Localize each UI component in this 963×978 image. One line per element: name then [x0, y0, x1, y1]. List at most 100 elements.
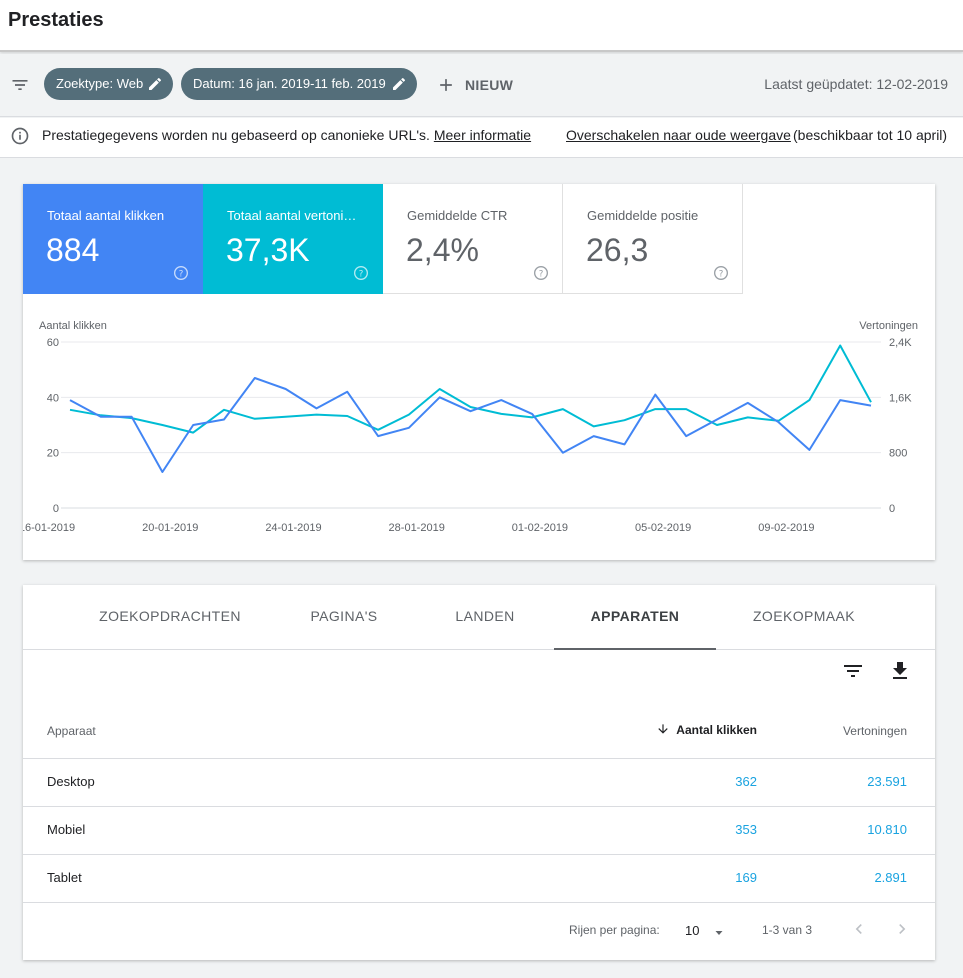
- tab-search-appearance[interactable]: ZOEKOPMAAK: [752, 608, 856, 624]
- prev-page-icon[interactable]: [849, 919, 869, 939]
- sort-down-icon: [658, 724, 668, 734]
- dropdown-caret-icon: [715, 931, 723, 935]
- tab-devices[interactable]: APPARATEN: [554, 585, 716, 650]
- svg-text:?: ?: [539, 269, 544, 279]
- clicks-cell: 169: [735, 870, 757, 885]
- next-page-icon[interactable]: [892, 919, 912, 939]
- performance-card: Totaal aantal klikken 884 ? Totaal aanta…: [23, 184, 935, 560]
- metric-label: Totaal aantal vertoningen: [227, 208, 361, 223]
- svg-text:?: ?: [359, 269, 364, 279]
- metric-value: 26,3: [586, 232, 649, 268]
- edit-icon[interactable]: [391, 76, 407, 92]
- tab-bar: ZOEKOPDRACHTEN PAGINA'S LANDEN APPARATEN…: [23, 585, 935, 650]
- chart-y2-ticks: 0 800 1,6K 2,4K: [889, 337, 912, 515]
- x-tick-label: 28-01-2019: [389, 522, 445, 534]
- x-tick-label: 05-02-2019: [635, 522, 691, 534]
- rows-per-page-value: 10: [685, 923, 700, 938]
- plus-icon: [440, 79, 452, 91]
- column-clicks[interactable]: Aantal klikken: [658, 723, 757, 737]
- last-updated: Laatst geüpdatet: 12-02-2019: [764, 76, 948, 92]
- chart-grid: [61, 341, 881, 509]
- performance-chart[interactable]: 0 20 40 60 0 800 1,6K 2,4K 16-01-2019 20-01-201…: [23, 304, 935, 544]
- download-icon[interactable]: [888, 659, 912, 683]
- date-chip-label: Datum: 16 jan. 2019-11 feb. 2019: [193, 76, 386, 91]
- new-filter-label: NIEUW: [465, 77, 514, 93]
- tab-pages[interactable]: PAGINA'S: [310, 608, 378, 624]
- table-row[interactable]: Tablet 169 2.891: [23, 855, 935, 903]
- chart-y-ticks: 0 20 40 60: [47, 337, 59, 515]
- help-icon[interactable]: ?: [173, 265, 189, 281]
- metric-value: 2,4%: [406, 232, 479, 268]
- x-tick-label: 09-02-2019: [758, 522, 814, 534]
- tab-queries[interactable]: ZOEKOPDRACHTEN: [99, 608, 241, 624]
- series-line-impressions: [69, 344, 872, 434]
- device-cell: Desktop: [47, 774, 95, 789]
- x-tick-label: 16-01-2019: [23, 522, 75, 534]
- switch-old-view-link[interactable]: Overschakelen naar oude weergave: [566, 127, 791, 143]
- info-bar: Prestatiegegevens worden nu gebaseerd op…: [0, 118, 963, 158]
- info-text: Prestatiegegevens worden nu gebaseerd op…: [42, 127, 430, 143]
- chart-y2-axis-label: Vertoningen: [859, 320, 918, 332]
- info-message: Prestatiegegevens worden nu gebaseerd op…: [42, 127, 531, 143]
- metric-label: Gemiddelde CTR: [407, 208, 508, 223]
- dimensions-card: ZOEKOPDRACHTEN PAGINA'S LANDEN APPARATEN…: [23, 585, 935, 960]
- y2-tick-label: 2,4K: [889, 337, 912, 349]
- more-info-link[interactable]: Meer informatie: [433, 127, 532, 143]
- column-impressions[interactable]: Vertoningen: [842, 724, 907, 738]
- table-header: Apparaat Aantal klikken Vertoningen: [23, 709, 935, 759]
- search-type-chip[interactable]: Zoektype: Web: [44, 68, 173, 100]
- chart-x-ticks: 16-01-2019 20-01-2019 24-01-2019 28-01-2019…: [23, 522, 815, 534]
- y2-tick-label: 800: [889, 448, 907, 460]
- svg-text:?: ?: [179, 269, 184, 279]
- clicks-cell: 353: [735, 822, 757, 837]
- metric-impressions-tile[interactable]: Totaal aantal vertoningen 37,3K ?: [203, 184, 383, 294]
- x-tick-label: 24-01-2019: [265, 522, 321, 534]
- chart-series: [69, 344, 872, 473]
- metric-ctr-tile[interactable]: Gemiddelde CTR 2,4% ?: [383, 184, 563, 294]
- device-cell: Mobiel: [47, 822, 86, 837]
- metric-clicks-tile[interactable]: Totaal aantal klikken 884 ?: [23, 184, 203, 294]
- column-clicks-label: Aantal klikken: [676, 723, 757, 737]
- filter-rows-icon[interactable]: [841, 659, 865, 683]
- rows-per-page-label: Rijen per pagina:: [569, 923, 660, 937]
- help-icon[interactable]: ?: [353, 265, 369, 281]
- metric-value: 37,3K: [226, 232, 310, 268]
- y-tick-label: 40: [47, 392, 59, 404]
- x-tick-label: 20-01-2019: [142, 522, 198, 534]
- pagination: Rijen per pagina: 10 1-3 van 3: [23, 903, 935, 960]
- filter-bar: Zoektype: Web Datum: 16 jan. 2019-11 feb…: [0, 54, 963, 117]
- svg-text:?: ?: [719, 269, 724, 279]
- chart-y-axis-label: Aantal klikken: [39, 320, 107, 332]
- table-row[interactable]: Desktop 362 23.591: [23, 759, 935, 807]
- search-type-chip-label: Zoektype: Web: [56, 76, 144, 91]
- metric-label: Gemiddelde positie: [587, 208, 699, 223]
- rows-per-page-select[interactable]: 10: [685, 923, 729, 943]
- tab-countries[interactable]: LANDEN: [455, 608, 515, 624]
- impressions-cell: 10.810: [867, 822, 907, 837]
- column-device[interactable]: Apparaat: [47, 724, 96, 738]
- impressions-cell: 23.591: [867, 774, 907, 789]
- info-icon: [11, 127, 29, 145]
- page-title: Prestaties: [8, 9, 104, 31]
- y-tick-label: 20: [47, 448, 59, 460]
- date-chip[interactable]: Datum: 16 jan. 2019-11 feb. 2019: [181, 68, 417, 100]
- top-bar: Prestaties: [0, 0, 963, 52]
- table-row[interactable]: Mobiel 353 10.810: [23, 807, 935, 855]
- metric-label: Totaal aantal klikken: [47, 208, 165, 223]
- page-range: 1-3 van 3: [762, 923, 813, 937]
- clicks-cell: 362: [735, 774, 757, 789]
- help-icon[interactable]: ?: [533, 265, 549, 281]
- y2-tick-label: 1,6K: [889, 392, 912, 404]
- y-tick-label: 60: [47, 337, 59, 349]
- x-tick-label: 01-02-2019: [512, 522, 568, 534]
- help-icon[interactable]: ?: [713, 265, 729, 281]
- availability-note: (beschikbaar tot 10 april): [793, 127, 948, 143]
- y2-tick-label: 0: [889, 503, 895, 515]
- series-line-clicks: [69, 377, 872, 473]
- y-tick-label: 0: [53, 503, 59, 515]
- edit-icon[interactable]: [147, 76, 163, 92]
- metric-value: 884: [46, 232, 100, 268]
- impressions-cell: 2.891: [874, 870, 907, 885]
- filter-icon[interactable]: [10, 75, 30, 95]
- metric-position-tile[interactable]: Gemiddelde positie 26,3 ?: [563, 184, 743, 294]
